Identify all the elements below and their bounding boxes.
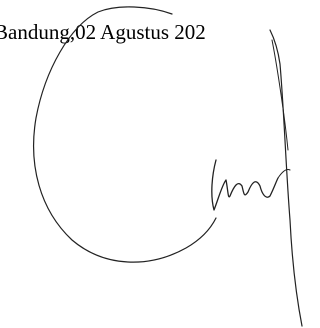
signature <box>0 0 310 328</box>
signature-hook <box>272 40 290 178</box>
signature-curl <box>212 160 278 210</box>
signature-stroke <box>270 30 302 326</box>
signature-loop <box>34 7 216 262</box>
page: Bandung,02 Agustus 202 (() => { const da… <box>0 0 310 328</box>
